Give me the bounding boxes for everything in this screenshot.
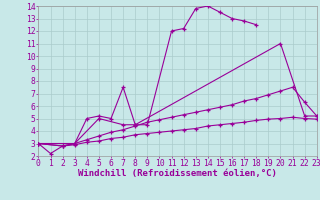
X-axis label: Windchill (Refroidissement éolien,°C): Windchill (Refroidissement éolien,°C) (78, 169, 277, 178)
